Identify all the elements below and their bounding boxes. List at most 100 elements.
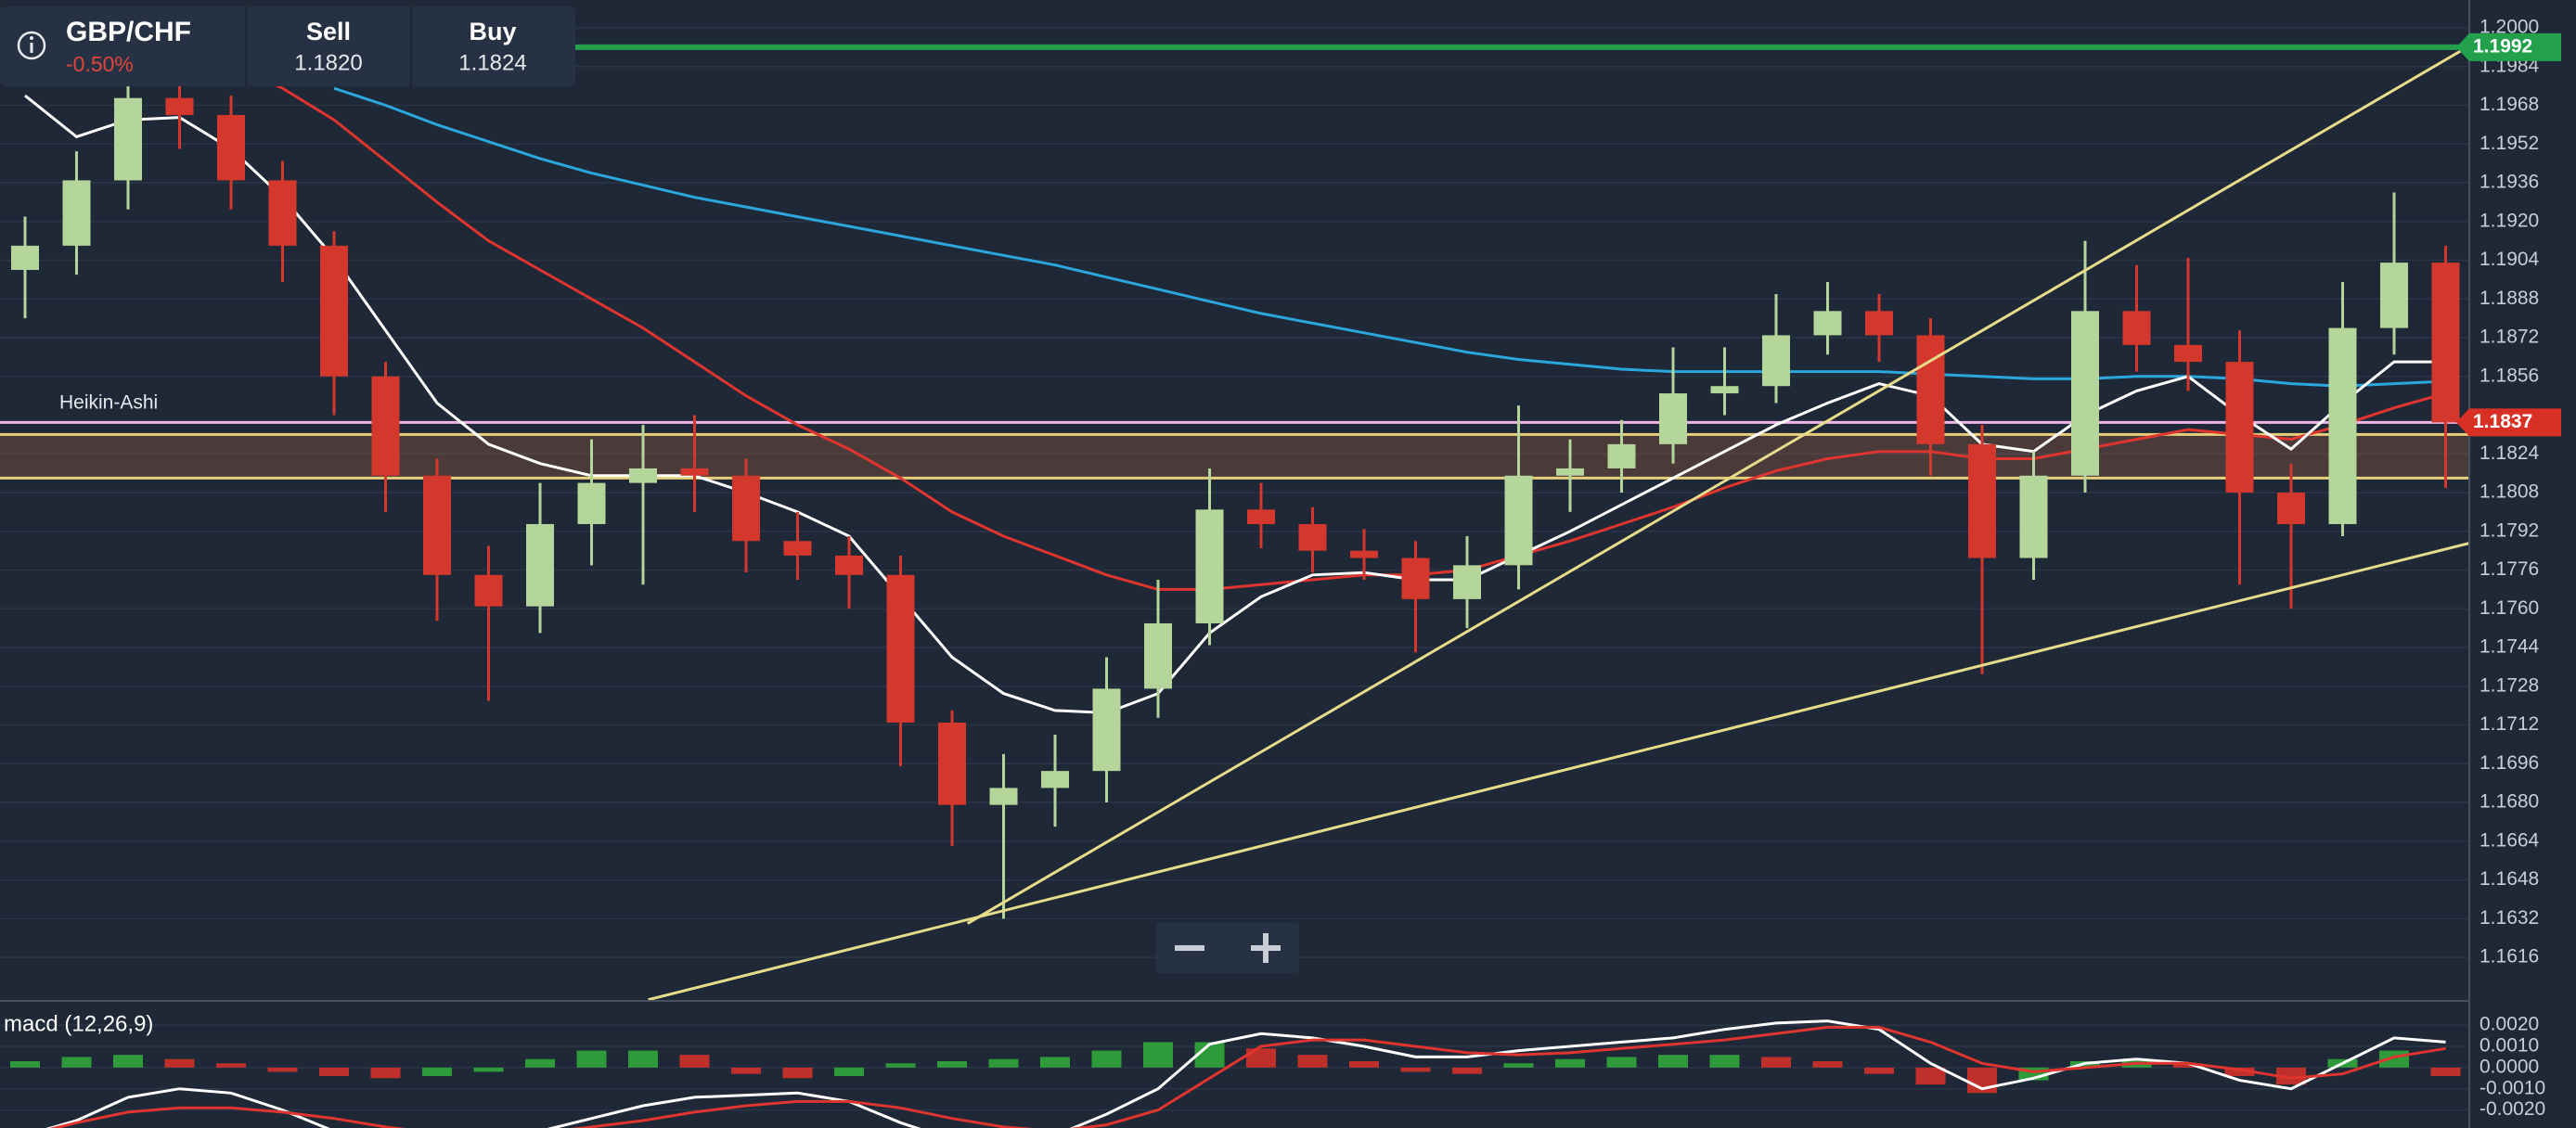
candle-body — [1247, 509, 1275, 524]
trend-line — [648, 541, 2469, 1000]
axis-labels: 1.1616 1.1632 1.1648 1.1664 1.1680 1.1696 1.17… — [2456, 17, 2561, 1120]
sell-label: Sell — [306, 18, 351, 45]
histogram-bar — [267, 1067, 298, 1072]
candle-body — [2431, 263, 2460, 423]
y-tick-label: -0.0020 — [2479, 1098, 2545, 1120]
candle-body — [1916, 335, 1945, 444]
chart-title: Heikin-Ashi — [59, 392, 158, 414]
candle-body — [2019, 475, 2048, 558]
sell-button[interactable]: Sell 1.1820 — [294, 18, 362, 75]
candle-body — [938, 722, 966, 805]
histogram-bar — [1143, 1042, 1173, 1068]
histogram-bar — [473, 1067, 504, 1072]
candle-body — [1401, 558, 1430, 599]
histogram-bar — [1091, 1050, 1122, 1068]
candle-body — [1504, 475, 1533, 566]
y-tick-label: 1.1888 — [2479, 288, 2539, 309]
y-tick-label: 1.1680 — [2479, 791, 2539, 813]
y-tick-label: 1.1616 — [2479, 946, 2539, 968]
histogram-bar — [164, 1058, 195, 1068]
histogram-bar — [1658, 1055, 1688, 1068]
candle-body — [1607, 443, 1636, 468]
y-tick-label: 0.0010 — [2479, 1035, 2539, 1057]
histogram-bar — [1040, 1057, 1070, 1068]
histogram-bar — [2430, 1067, 2461, 1076]
zoom-controls — [1156, 923, 1299, 973]
histogram-bar — [576, 1050, 607, 1068]
histogram-bar — [937, 1061, 967, 1068]
histogram-bar — [1246, 1048, 1276, 1068]
candle-body — [11, 245, 39, 270]
candle-body — [1298, 523, 1327, 551]
candle-body — [1195, 509, 1224, 623]
candle-body — [989, 788, 1018, 805]
histogram-bar — [1555, 1058, 1585, 1068]
candle-body — [217, 114, 245, 181]
zoom-out[interactable] — [1175, 945, 1204, 951]
histogram-bar — [1761, 1057, 1791, 1068]
histogram-bar — [2224, 1067, 2255, 1076]
indicator-line — [24, 94, 2446, 715]
histogram-bar — [1606, 1057, 1637, 1068]
candle-body — [371, 376, 400, 476]
histogram-bar — [1452, 1067, 1482, 1074]
candle-body — [783, 541, 812, 556]
candle-body — [732, 475, 760, 542]
header-panel: GBP/CHF -0.50% Sell 1.1820 Buy 1.1824 — [0, 6, 575, 86]
candle-body — [423, 475, 451, 575]
histogram-bar — [216, 1063, 246, 1068]
y-tick-label: 1.1744 — [2479, 636, 2540, 658]
candle-body — [526, 523, 554, 607]
zoom-in-bar — [1263, 933, 1269, 963]
macd-plot — [0, 1019, 2469, 1128]
buy-label: Buy — [469, 18, 516, 45]
histogram-bar — [113, 1055, 143, 1068]
candle-body — [2380, 263, 2408, 328]
buy-button[interactable]: Buy 1.1824 — [458, 18, 526, 75]
candle-body — [2122, 311, 2151, 345]
histogram-bar — [679, 1055, 710, 1068]
candle-body — [2328, 327, 2357, 524]
y-tick-label: 1.1952 — [2479, 133, 2539, 154]
candle-body — [320, 245, 348, 377]
y-tick-label: 1.1696 — [2479, 752, 2539, 774]
y-tick-label: 1.1776 — [2479, 558, 2539, 580]
candle-body — [62, 180, 91, 246]
candle-body — [268, 180, 297, 246]
zone-band — [0, 434, 2469, 479]
y-tick-label: 1.2000 — [2479, 17, 2539, 38]
candle-body — [1350, 550, 1378, 558]
histogram-bar — [834, 1067, 864, 1076]
candle-body — [1092, 688, 1121, 772]
histogram-bar — [61, 1057, 92, 1068]
indicator-line — [45, 1019, 2446, 1128]
histogram-bar — [1864, 1067, 1894, 1074]
candle-body — [2225, 362, 2254, 494]
price-tag-label: 1.1992 — [2473, 35, 2532, 57]
histogram-bar — [731, 1067, 761, 1074]
histogram-bar — [370, 1067, 401, 1079]
candle-body — [1144, 622, 1172, 689]
info-icon[interactable] — [17, 31, 46, 60]
histogram-bar — [1194, 1042, 1225, 1068]
y-tick-label: 1.1856 — [2479, 365, 2539, 386]
info-icon-dot — [30, 36, 33, 40]
y-tick-label: 1.1920 — [2479, 210, 2539, 231]
change: -0.50% — [66, 52, 134, 76]
y-tick-label: 0.0020 — [2479, 1014, 2539, 1035]
candle-body — [1041, 771, 1069, 788]
y-tick-label: 1.1648 — [2479, 868, 2539, 890]
histogram-bar — [1503, 1063, 1534, 1068]
indicator-line — [49, 1025, 2446, 1128]
candle-body — [886, 574, 915, 723]
candle-body — [1865, 311, 1893, 336]
y-tick-label: 1.1792 — [2479, 519, 2539, 541]
price-tag-label: 1.1837 — [2473, 411, 2532, 432]
y-tick-label: 1.1632 — [2479, 907, 2539, 929]
y-tick-label: 1.1872 — [2479, 327, 2539, 348]
price-tag — [2456, 408, 2561, 437]
price-tag — [2456, 32, 2561, 61]
candle-body — [1762, 335, 1790, 387]
